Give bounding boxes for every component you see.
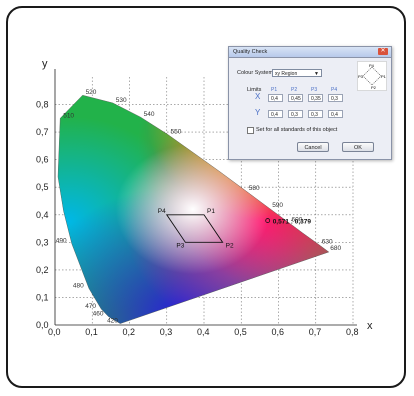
x-p2-field[interactable]: 0,45	[288, 94, 303, 102]
set-all-checkbox[interactable]	[247, 127, 254, 134]
dialog-title: Quality Check	[233, 49, 268, 55]
wavelength-label: 420	[107, 318, 118, 325]
wavelength-label: 490	[56, 238, 67, 245]
y-tick-label: 0,2	[36, 265, 49, 275]
x-tick-label: 0,4	[197, 327, 210, 337]
close-icon[interactable]: ✕	[378, 48, 388, 55]
x-tick-label: 0,0	[48, 327, 61, 337]
wavelength-label: 540	[144, 111, 155, 118]
x-axis-label: x	[367, 320, 373, 332]
x-p3-field[interactable]: 0,35	[308, 94, 323, 102]
color-system-label: Colour System	[237, 70, 274, 76]
wavelength-label: 600	[292, 216, 303, 223]
x-tick-label: 0,8	[346, 327, 359, 337]
region-label-p4: P4	[158, 208, 166, 215]
wavelength-label: 590	[272, 202, 283, 209]
sample-point	[265, 218, 271, 223]
wavelength-label: 510	[63, 112, 74, 119]
region-quad	[165, 214, 224, 243]
diagram-label-p3: P3	[358, 74, 364, 79]
y-tick-label: 0,8	[36, 100, 49, 110]
diagram-label-p4: P4	[369, 63, 375, 68]
wavelength-label: 580	[249, 185, 260, 192]
limits-label: Limits	[247, 87, 262, 93]
region-label-p3: P3	[176, 242, 184, 249]
x-tick-label: 0,3	[160, 327, 173, 337]
x-tick-label: 0,5	[234, 327, 247, 337]
y-tick-label: 0,3	[36, 237, 49, 247]
wavelength-label: 550	[170, 128, 181, 135]
ok-button[interactable]: OK	[342, 142, 374, 152]
y-tick-label: 0,5	[36, 182, 49, 192]
y-tick-label: 0,4	[36, 210, 49, 220]
region-label-p2: P2	[226, 242, 234, 249]
region-label-p1: P1	[207, 208, 215, 215]
header-p2: P2	[291, 87, 298, 93]
color-system-select[interactable]: xy Region ▼	[272, 69, 322, 77]
wavelength-label: 520	[86, 89, 97, 96]
wavelength-label: 530	[116, 97, 127, 104]
diagram-label-p1: P1	[381, 74, 387, 79]
y-tick-label: 0,7	[36, 127, 49, 137]
diagram-label-p2: P2	[371, 85, 377, 90]
x-p1-field[interactable]: 0,4	[268, 94, 283, 102]
row-y-label: Y	[255, 108, 261, 117]
wavelength-label: 470	[85, 303, 96, 310]
sample-point-label: 0,571 : 0,379	[273, 219, 312, 226]
cancel-button[interactable]: Cancel	[297, 142, 329, 152]
header-p3: P3	[311, 87, 318, 93]
y-p3-field[interactable]: 0,3	[308, 110, 323, 118]
y-axis-label: y	[42, 58, 48, 70]
y-p2-field[interactable]: 0,3	[288, 110, 303, 118]
wavelength-label: 680	[330, 245, 341, 252]
y-tick-label: 0,0	[36, 320, 49, 330]
set-all-label: Set for all standards of this object	[256, 127, 338, 133]
x-tick-label: 0,1	[85, 327, 98, 337]
y-tick-label: 0,1	[36, 292, 49, 302]
wavelength-label: 480	[73, 282, 84, 289]
y-p1-field[interactable]: 0,4	[268, 110, 283, 118]
y-p4-field[interactable]: 0,4	[328, 110, 343, 118]
x-tick-label: 0,7	[309, 327, 322, 337]
wavelength-label: 460	[93, 311, 104, 318]
color-system-value: xy Region	[275, 71, 298, 77]
x-tick-label: 0,2	[123, 327, 136, 337]
y-tick-label: 0,6	[36, 155, 49, 165]
header-p1: P1	[271, 87, 278, 93]
region-diagram-icon: P4 P1 P2 P3	[357, 61, 387, 91]
wavelength-label: 630	[322, 239, 333, 246]
quality-check-dialog: Quality Check ✕ Colour System xy Region …	[228, 46, 392, 160]
row-x-label: X	[255, 92, 261, 101]
x-p4-field[interactable]: 0,3	[328, 94, 343, 102]
dialog-titlebar: Quality Check ✕	[229, 47, 391, 58]
x-tick-label: 0,6	[272, 327, 285, 337]
locus-outline	[57, 94, 330, 324]
header-p4: P4	[331, 87, 338, 93]
chevron-down-icon: ▼	[314, 71, 319, 77]
